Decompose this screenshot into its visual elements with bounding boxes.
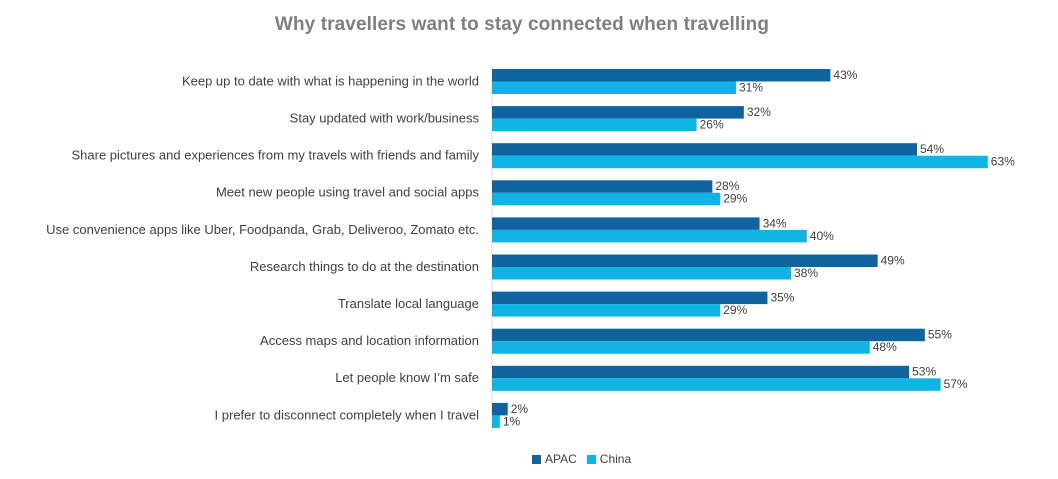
chart-title: Why travellers want to stay connected wh… [274,14,770,35]
data-label-apac: 35% [770,291,794,305]
bar-china [492,155,988,169]
bar-china [492,229,807,243]
data-label-apac: 54% [920,142,944,156]
bar-china [492,304,721,317]
data-label-china: 40% [810,229,834,243]
bar-apac [492,217,760,230]
data-label-china: 38% [794,266,818,280]
category-label: Use convenience apps like Uber, Foodpand… [46,222,479,237]
legend-label-china: China [599,452,632,466]
bar-apac [492,69,831,82]
data-label-apac: 49% [881,253,905,267]
category-label: Translate local language [338,296,479,311]
bar-apac [492,180,713,193]
bar-china [492,267,792,280]
data-label-china: 1% [503,414,521,428]
bar-apac [492,328,925,342]
data-label-apac: 32% [747,105,771,119]
data-label-china: 31% [739,80,763,94]
category-label: Let people know I’m safe [335,370,479,385]
category-label: Stay updated with work/business [290,111,480,126]
data-label-apac: 55% [928,328,952,342]
legend: APAC China [532,452,635,466]
bar-china [492,341,870,354]
data-label-china: 29% [723,192,747,206]
data-label-china: 63% [991,155,1015,169]
bar-apac [492,291,768,305]
bar-apac [492,254,878,267]
data-label-china: 29% [723,303,747,317]
legend-label-apac: APAC [545,452,577,466]
bar-china [492,415,500,428]
data-label-apac: 53% [912,365,936,379]
bar-apac [492,106,744,119]
data-label-apac: 28% [715,179,739,193]
data-label-china: 48% [873,340,897,354]
category-label: Meet new people using travel and social … [216,185,480,200]
bar-china [492,378,941,391]
legend-swatch-china [586,454,596,464]
bar-apac [492,365,910,379]
category-label: Keep up to date with what is happening i… [182,73,479,88]
data-label-china: 26% [700,118,724,132]
bar-apac [492,143,917,156]
bar-china [492,81,736,94]
data-label-apac: 34% [763,216,787,230]
bar-china [492,192,721,206]
data-label-china: 57% [944,377,968,391]
category-label: Research things to do at the destination [250,259,479,274]
category-label: I prefer to disconnect completely when I… [215,407,480,422]
bar-apac [492,402,508,416]
category-label: Share pictures and experiences from my t… [71,148,479,163]
data-label-apac: 2% [511,402,529,416]
data-label-apac: 43% [833,68,857,82]
category-label: Access maps and location information [260,333,479,348]
legend-item-china: China [586,452,632,466]
legend-item-apac: APAC [532,452,577,466]
legend-swatch-apac [532,454,541,464]
bar-china [492,118,697,132]
